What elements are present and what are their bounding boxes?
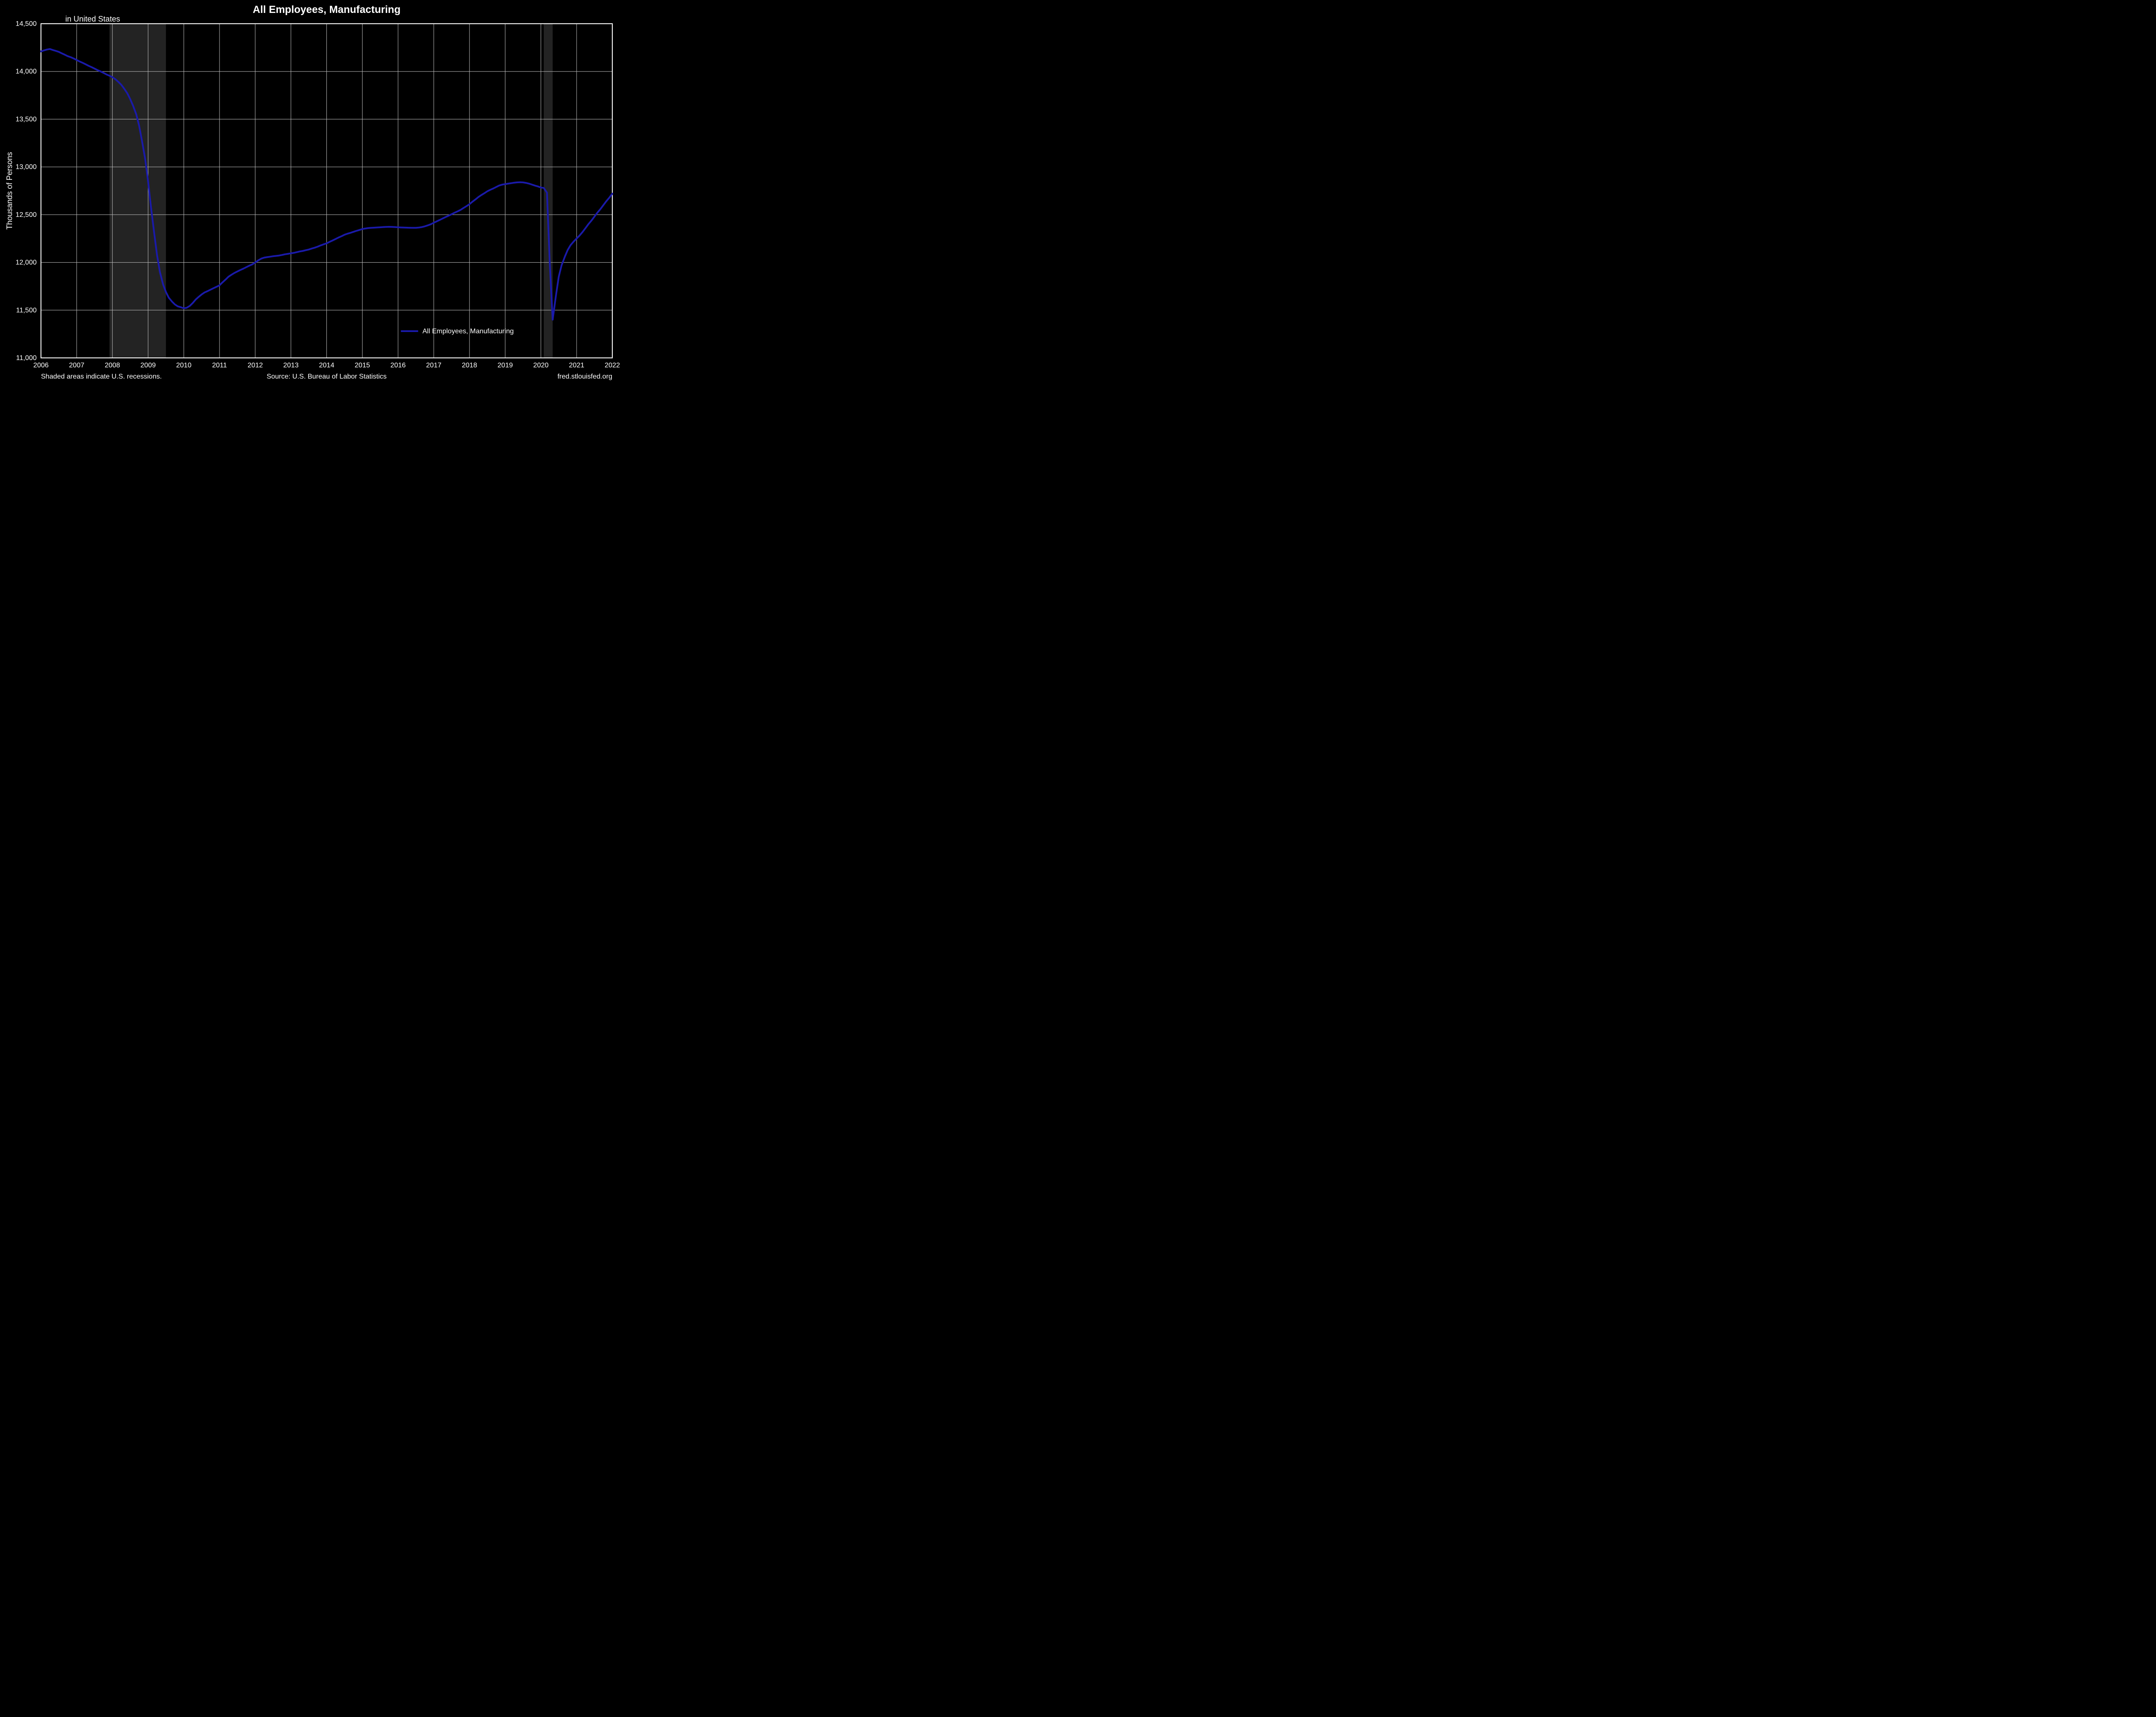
y-axis-label: Thousands of Persons (5, 152, 14, 229)
x-tick-label: 2008 (105, 362, 120, 369)
y-tick-label: 13,500 (16, 116, 37, 123)
x-tick-label: 2018 (462, 362, 477, 369)
y-tick-label: 14,000 (16, 68, 37, 75)
recession-band (110, 24, 166, 358)
source-label: Source: U.S. Bureau of Labor Statistics (266, 373, 386, 380)
x-tick-label: 2021 (569, 362, 584, 369)
y-tick-label: 14,500 (16, 20, 37, 28)
y-tick-label: 12,500 (16, 211, 37, 219)
x-tick-label: 2022 (605, 362, 620, 369)
x-tick-label: 2006 (33, 362, 49, 369)
y-tick-label: 11,500 (16, 307, 37, 314)
legend-label: All Employees, Manufacturing (423, 328, 514, 335)
y-tick-label: 13,000 (16, 163, 37, 171)
x-tick-label: 2013 (283, 362, 299, 369)
x-tick-label: 2015 (355, 362, 370, 369)
x-tick-label: 2020 (533, 362, 549, 369)
chart-bg (0, 0, 630, 384)
x-tick-label: 2014 (319, 362, 335, 369)
x-tick-label: 2016 (390, 362, 406, 369)
x-tick-label: 2010 (176, 362, 191, 369)
chart-svg: 2006 2007 2008 2009 2010 2011 2012 2013 2014 2015… (0, 0, 630, 384)
x-tick-label: 2011 (212, 362, 227, 369)
chart-title: All Employees, Manufacturing (253, 4, 401, 16)
x-tick-label: 2007 (69, 362, 85, 369)
y-tick-label: 12,000 (16, 259, 37, 266)
recession-note: Shaded areas indicate U.S. recessions. (41, 373, 162, 380)
x-tick-label: 2009 (141, 362, 156, 369)
chart-container: 2006 2007 2008 2009 2010 2011 2012 2013 2014 2015… (0, 0, 630, 384)
chart-subtitle: in United States (65, 15, 120, 23)
x-tick-label: 2019 (498, 362, 513, 369)
source-url: fred.stlouisfed.org (558, 373, 612, 380)
x-tick-label: 2012 (248, 362, 263, 369)
y-tick-label: 11,000 (16, 354, 37, 362)
x-tick-label: 2017 (426, 362, 442, 369)
